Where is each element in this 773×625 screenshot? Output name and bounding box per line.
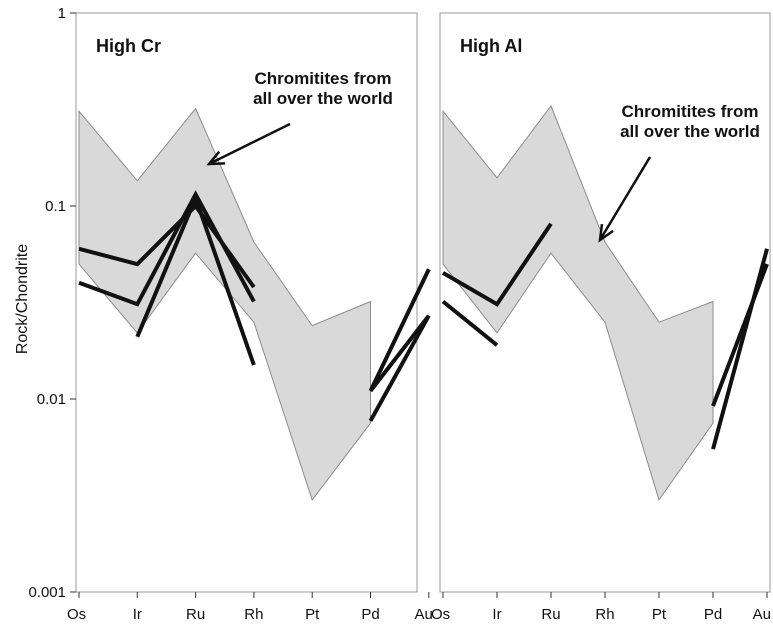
x-tick-label: Pd	[361, 606, 379, 623]
x-tick-label: Ir	[133, 606, 142, 623]
x-tick-label: Os	[431, 606, 450, 623]
x-tick-label: Au	[414, 606, 432, 623]
x-tick-label: Os	[67, 606, 86, 623]
y-tick-label: 0.001	[28, 584, 66, 601]
annotation-line: all over the world	[620, 122, 760, 141]
y-tick-label: 1	[58, 5, 66, 22]
x-tick-label: Pd	[704, 606, 722, 623]
annotation-line: Chromitites from	[255, 69, 392, 88]
series-line	[441, 299, 499, 347]
y-tick-label: 0.1	[45, 198, 66, 215]
range-band	[442, 104, 714, 502]
x-tick-label: Ru	[186, 606, 205, 623]
y-tick-label: 0.01	[37, 391, 66, 408]
chart-panel: High Cr Chromitites from all over the worl…	[67, 12, 433, 623]
annotation-arrow-shaft	[208, 122, 291, 166]
annotation-line: Chromitites from	[622, 102, 759, 121]
series-line	[711, 248, 769, 450]
series-line	[368, 314, 431, 422]
annotation-arrow-head	[598, 223, 614, 243]
annotation-line: all over the world	[253, 89, 393, 108]
x-tick-label: Ir	[492, 606, 501, 623]
x-tick-label: Rh	[244, 606, 263, 623]
x-tick-label: Rh	[595, 606, 614, 623]
panel-title: High Cr	[96, 36, 161, 56]
annotation-text: Chromitites from all over the world	[253, 69, 393, 108]
series-line	[78, 190, 256, 307]
x-tick-label: Au	[753, 606, 771, 623]
y-axis-title: Rock/Chondrite	[14, 244, 31, 354]
x-tick-label: Pt	[652, 606, 667, 623]
annotation-arrow-head	[206, 150, 226, 166]
chart-panel: High Al Chromitites from all over the worl…	[431, 12, 771, 623]
x-tick-label: Pt	[305, 606, 320, 623]
x-tick-label: Ru	[541, 606, 560, 623]
annotation-text: Chromitites from all over the world	[620, 102, 760, 141]
series-line	[368, 314, 431, 393]
series-line	[368, 268, 431, 392]
series-line	[441, 222, 553, 307]
y-axis: 1 0.1 0.01 0.001	[28, 5, 76, 601]
annotation-arrow-shaft	[598, 156, 652, 241]
series-line	[135, 192, 256, 366]
panel-title: High Al	[460, 36, 522, 56]
